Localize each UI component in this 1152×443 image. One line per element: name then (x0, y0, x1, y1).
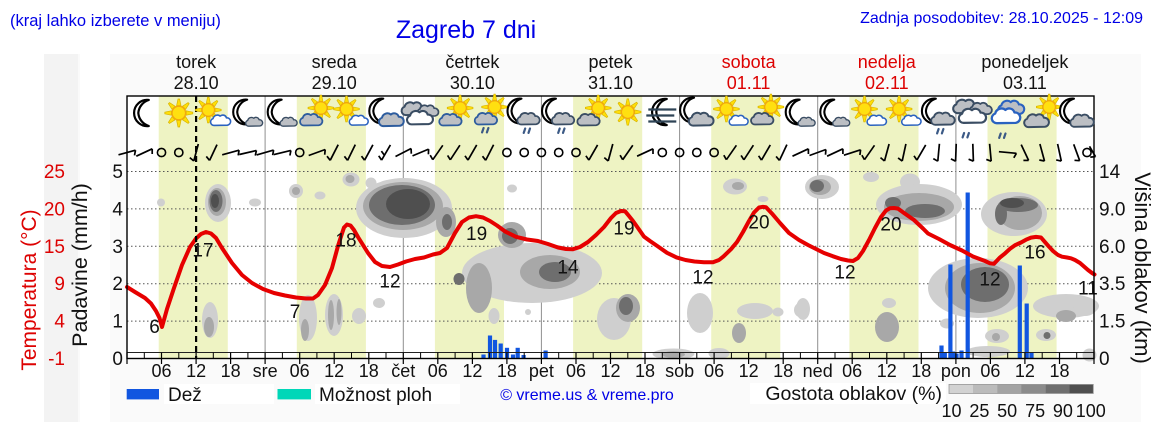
svg-text:75: 75 (1025, 401, 1045, 421)
svg-text:10: 10 (941, 401, 961, 421)
svg-text:19: 19 (613, 219, 634, 240)
svg-text:12: 12 (462, 361, 482, 381)
svg-text:11: 11 (1078, 279, 1098, 300)
svg-text:6.0: 6.0 (1099, 237, 1125, 258)
svg-text:5: 5 (112, 162, 123, 183)
svg-text:18: 18 (221, 361, 241, 381)
svg-text:12: 12 (877, 361, 897, 381)
svg-text:20: 20 (880, 215, 901, 236)
svg-text:29.10: 29.10 (312, 73, 357, 93)
svg-text:nedelja: nedelja (858, 52, 917, 72)
svg-text:12: 12 (600, 361, 620, 381)
svg-text:pet: pet (529, 361, 554, 381)
svg-text:4: 4 (112, 199, 123, 220)
svg-text:06: 06 (566, 361, 586, 381)
svg-text:2: 2 (112, 274, 123, 295)
svg-text:90: 90 (1053, 401, 1073, 421)
svg-text:12: 12 (834, 263, 855, 284)
svg-text:18: 18 (635, 361, 655, 381)
svg-text:12: 12 (979, 270, 1000, 291)
svg-text:03.11: 03.11 (1003, 73, 1047, 93)
svg-text:ponedeljek: ponedeljek (981, 52, 1069, 72)
svg-text:06: 06 (290, 361, 310, 381)
svg-text:(kraj lahko izberete v meniju): (kraj lahko izberete v meniju) (10, 12, 221, 30)
svg-text:25: 25 (44, 162, 65, 183)
svg-text:Dež: Dež (168, 385, 202, 406)
svg-text:14: 14 (1099, 162, 1121, 183)
svg-text:16: 16 (1024, 243, 1045, 264)
svg-text:02.11: 02.11 (865, 73, 909, 93)
svg-text:19: 19 (466, 224, 487, 245)
svg-text:12: 12 (379, 272, 400, 293)
svg-text:18: 18 (359, 361, 379, 381)
svg-text:četrtek: četrtek (445, 52, 500, 72)
svg-text:12: 12 (324, 361, 344, 381)
svg-text:1: 1 (112, 312, 123, 333)
svg-text:31.10: 31.10 (588, 73, 633, 93)
svg-text:Gostota oblakov (%): Gostota oblakov (%) (765, 383, 942, 405)
svg-text:18: 18 (1049, 361, 1069, 381)
svg-text:9.0: 9.0 (1099, 199, 1125, 220)
svg-text:15: 15 (44, 237, 65, 258)
svg-text:28.10: 28.10 (174, 73, 219, 93)
svg-text:© vreme.us & vreme.pro: © vreme.us & vreme.pro (500, 387, 674, 404)
svg-text:50: 50 (997, 401, 1017, 421)
svg-text:18: 18 (773, 361, 793, 381)
svg-text:čet: čet (391, 361, 415, 381)
svg-text:6: 6 (149, 317, 160, 338)
svg-text:pon: pon (941, 361, 971, 381)
svg-text:sobota: sobota (722, 52, 777, 72)
svg-text:100: 100 (1076, 401, 1106, 421)
svg-text:30.10: 30.10 (450, 73, 495, 93)
svg-text:Možnost ploh: Možnost ploh (319, 385, 432, 406)
svg-text:3: 3 (112, 237, 123, 258)
svg-text:4: 4 (54, 312, 65, 333)
svg-text:06: 06 (980, 361, 1000, 381)
svg-text:20: 20 (44, 199, 65, 220)
svg-text:18: 18 (497, 361, 517, 381)
svg-text:Višina oblakov (km): Višina oblakov (km) (1130, 172, 1152, 364)
svg-text:Zagreb 7 dni: Zagreb 7 dni (396, 16, 536, 44)
svg-text:sre: sre (253, 361, 278, 381)
svg-text:06: 06 (842, 361, 862, 381)
svg-text:7: 7 (290, 302, 301, 323)
svg-text:25: 25 (969, 401, 989, 421)
svg-text:3.5: 3.5 (1099, 274, 1125, 295)
svg-text:ned: ned (803, 361, 833, 381)
svg-text:12: 12 (739, 361, 759, 381)
svg-text:14: 14 (557, 258, 579, 279)
svg-text:20: 20 (748, 213, 769, 234)
svg-text:06: 06 (151, 361, 171, 381)
svg-text:Temperatura (°C): Temperatura (°C) (18, 209, 41, 370)
svg-text:9: 9 (54, 274, 65, 295)
svg-text:01.11: 01.11 (727, 73, 771, 93)
svg-text:06: 06 (704, 361, 724, 381)
svg-text:Padavine (mm/h): Padavine (mm/h) (68, 183, 92, 347)
svg-text:12: 12 (1015, 361, 1035, 381)
svg-text:-1: -1 (48, 349, 65, 370)
svg-text:1.5: 1.5 (1099, 312, 1125, 333)
svg-text:12: 12 (186, 361, 206, 381)
svg-text:17: 17 (192, 241, 213, 262)
svg-text:18: 18 (911, 361, 931, 381)
svg-text:torek: torek (176, 52, 217, 72)
svg-text:06: 06 (428, 361, 448, 381)
svg-text:18: 18 (335, 231, 356, 252)
svg-text:sreda: sreda (312, 52, 358, 72)
svg-text:petek: petek (588, 52, 633, 72)
svg-text:sob: sob (665, 361, 694, 381)
svg-text:0: 0 (112, 349, 123, 370)
svg-text:0: 0 (1099, 349, 1110, 370)
svg-text:Zadnja posodobitev: 28.10.2025: Zadnja posodobitev: 28.10.2025 - 12:09 (860, 10, 1143, 27)
svg-text:12: 12 (692, 268, 713, 289)
